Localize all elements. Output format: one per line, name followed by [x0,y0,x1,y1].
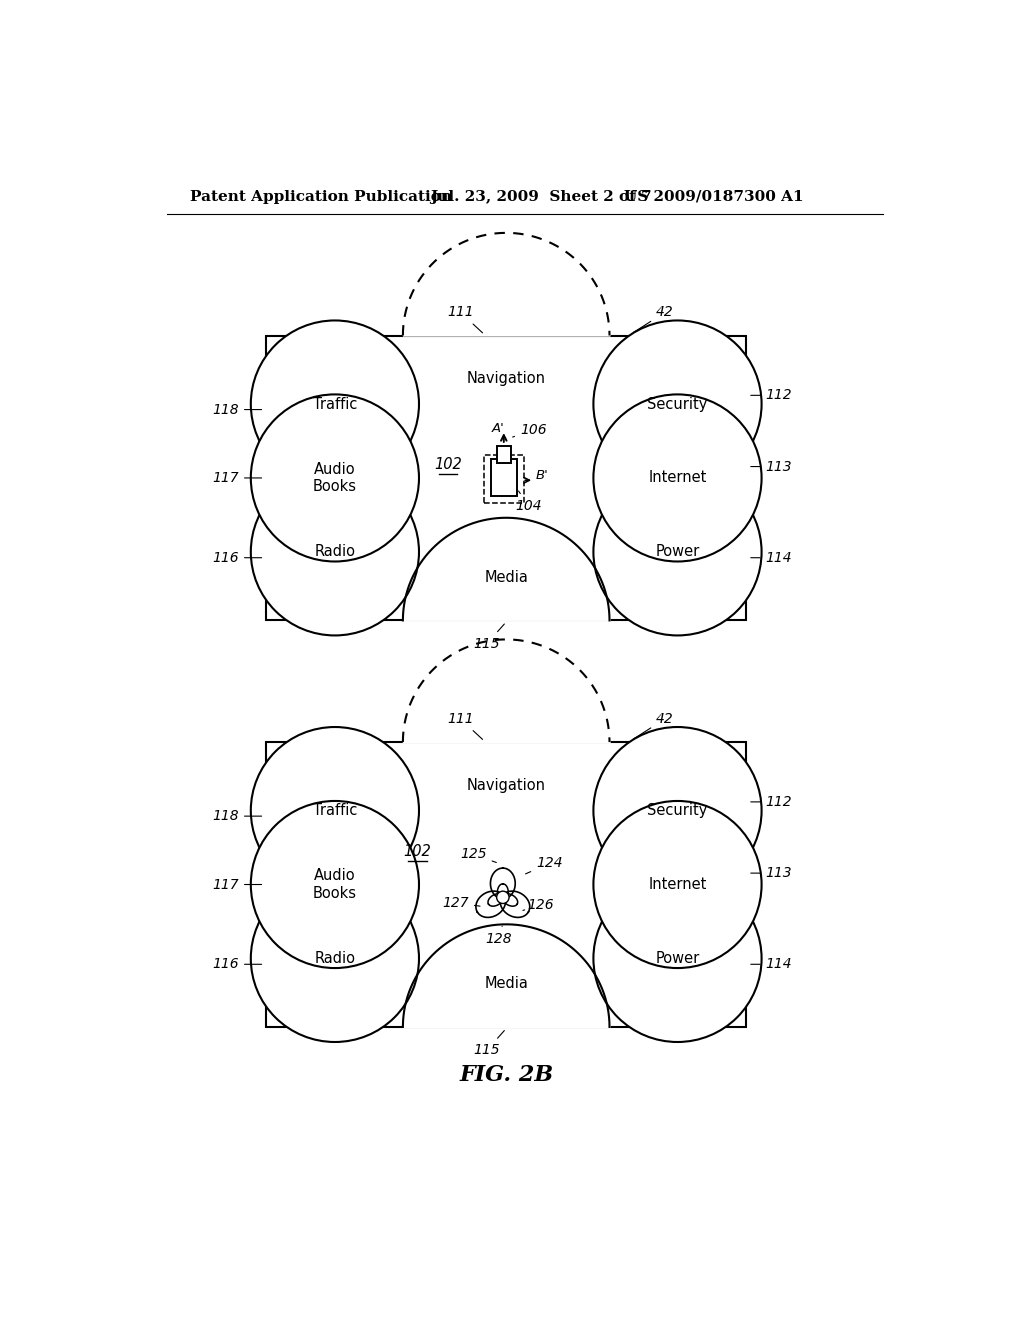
Text: 112: 112 [751,795,793,809]
Text: Traffic: Traffic [312,803,357,818]
Text: 125: 125 [460,847,497,862]
Text: Radio: Radio [314,950,355,966]
Text: Patent Application Publication: Patent Application Publication [190,190,452,203]
Text: 42: 42 [634,305,674,333]
Circle shape [251,321,419,487]
Text: 124: 124 [525,857,562,874]
Bar [483,455,524,503]
Text: 117: 117 [212,878,261,891]
Text: Power: Power [655,544,699,560]
Circle shape [251,395,419,561]
Circle shape [594,321,762,487]
Text: 126: 126 [523,898,554,912]
Text: 127: 127 [442,896,480,909]
Text: A': A' [492,422,504,434]
Circle shape [497,891,509,903]
Text: 118: 118 [212,809,261,824]
Text: 115: 115 [474,1031,505,1057]
Text: 111: 111 [447,711,482,739]
Text: 112: 112 [751,388,793,403]
Text: 113: 113 [751,459,793,474]
Text: Audio
Books: Audio Books [313,869,357,900]
Text: 114: 114 [751,957,793,972]
Text: Navigation: Navigation [467,777,546,793]
Text: Navigation: Navigation [467,371,546,387]
Text: 102: 102 [403,843,431,859]
Text: FIG. 2A: FIG. 2A [460,657,553,680]
Text: 42: 42 [634,711,674,739]
Text: 128: 128 [485,927,512,946]
Text: 114: 114 [751,550,793,565]
Text: FIG. 2B: FIG. 2B [459,1064,553,1085]
Text: Security: Security [647,803,708,818]
Text: Traffic: Traffic [312,396,357,412]
Text: B': B' [536,469,548,482]
Text: 104: 104 [515,491,542,512]
Text: Audio
Books: Audio Books [313,462,357,494]
Bar [497,446,511,462]
Text: 116: 116 [212,957,261,972]
Circle shape [251,469,419,635]
Bar [490,459,517,496]
Text: 118: 118 [212,403,261,417]
Text: Internet: Internet [648,470,707,486]
Circle shape [594,469,762,635]
Text: Power: Power [655,950,699,966]
Circle shape [594,727,762,894]
Text: Media: Media [484,570,528,585]
Text: Internet: Internet [648,876,707,892]
Text: 102: 102 [434,457,462,471]
Text: 117: 117 [212,471,261,484]
Text: 111: 111 [447,305,482,333]
Bar [266,335,746,620]
Text: Media: Media [484,977,528,991]
Text: Jul. 23, 2009  Sheet 2 of 7: Jul. 23, 2009 Sheet 2 of 7 [430,190,652,203]
Circle shape [251,727,419,894]
Bar [266,742,746,1027]
Circle shape [594,801,762,968]
Circle shape [251,801,419,968]
Text: Radio: Radio [314,544,355,560]
Circle shape [251,875,419,1041]
Text: Security: Security [647,396,708,412]
Circle shape [594,875,762,1041]
Text: US 2009/0187300 A1: US 2009/0187300 A1 [624,190,804,203]
Circle shape [594,395,762,561]
Text: 115: 115 [474,624,505,651]
Text: 116: 116 [212,550,261,565]
Text: 106: 106 [513,424,547,437]
Text: 113: 113 [751,866,793,880]
